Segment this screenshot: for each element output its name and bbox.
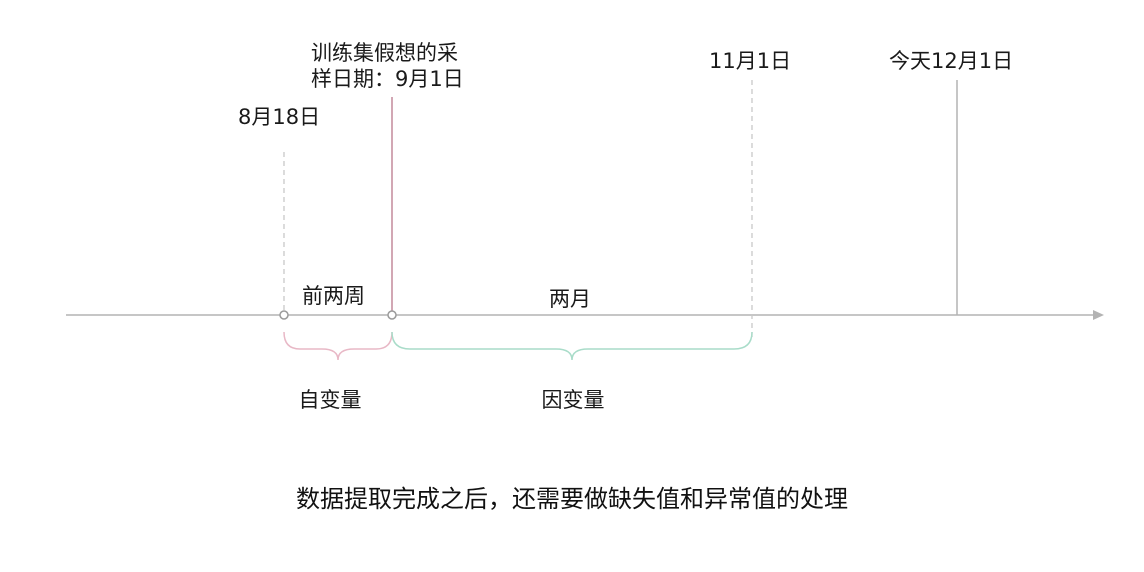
- aug18-point: [279, 310, 289, 320]
- independent-brace: [283, 331, 393, 361]
- sample-date-label-line1: 训练集假想的采: [311, 41, 458, 65]
- nov1-label: 11月1日: [709, 49, 792, 73]
- dependent-brace: [391, 331, 753, 361]
- today-label: 今天12月1日: [889, 49, 1014, 73]
- axis-arrow-icon: [1093, 310, 1104, 320]
- caption-text: 数据提取完成之后，还需要做缺失值和异常值的处理: [296, 485, 848, 513]
- two-months-label: 两月: [549, 287, 591, 311]
- two-weeks-label: 前两周: [302, 284, 365, 308]
- independent-variable-label: 自变量: [298, 388, 362, 412]
- sample-date-label-line2: 样日期：9月1日: [311, 67, 464, 91]
- sample-date-point: [387, 310, 397, 320]
- dependent-variable-label: 因变量: [541, 388, 605, 412]
- aug18-label: 8月18日: [238, 105, 321, 129]
